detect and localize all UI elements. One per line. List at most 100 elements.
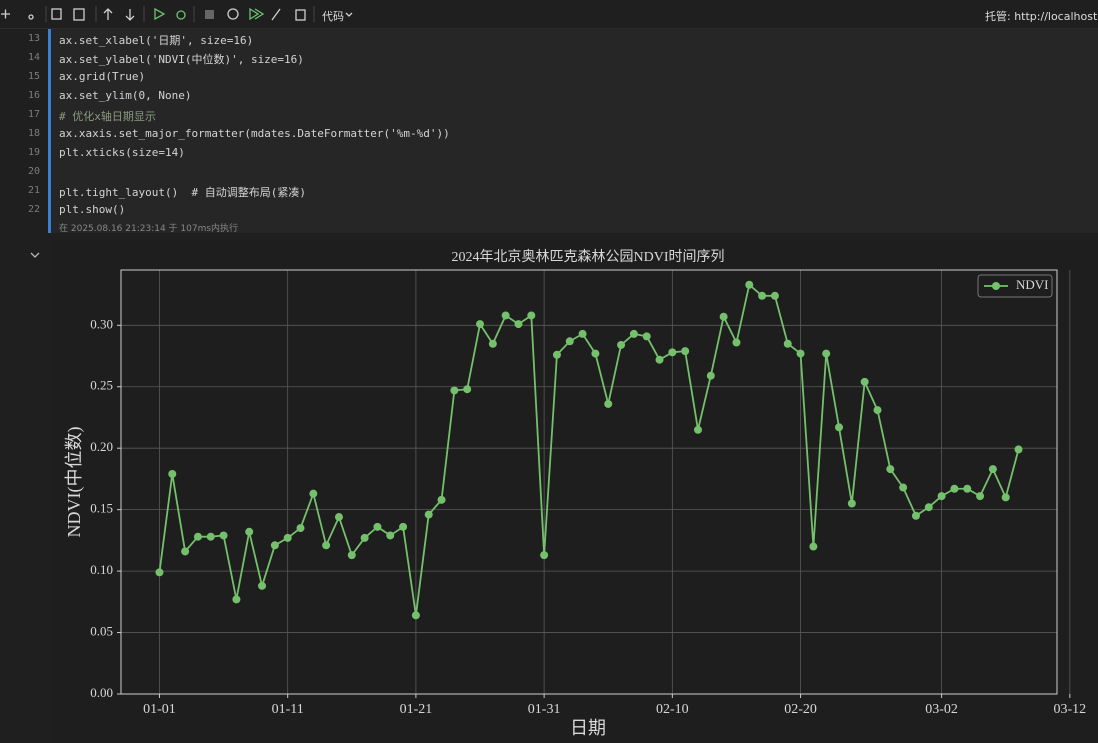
data-point bbox=[911, 511, 920, 520]
x-tick-label: 03-12 bbox=[1053, 702, 1086, 717]
line-number: 19 bbox=[27, 147, 40, 158]
data-point bbox=[1001, 493, 1010, 502]
dropdown-chevron[interactable] bbox=[345, 12, 353, 17]
clear-icon[interactable] bbox=[271, 8, 281, 21]
code-cell[interactable]: 在 2025.08.16 21:23:14 于 107ms内执行 ax.set_… bbox=[48, 29, 1098, 234]
data-point bbox=[437, 495, 446, 504]
data-point bbox=[373, 522, 382, 531]
kernel-menu[interactable]: 代码 bbox=[322, 10, 344, 23]
data-point bbox=[245, 527, 254, 536]
y-tick-label: 0.00 bbox=[90, 685, 113, 700]
data-point bbox=[270, 541, 279, 550]
data-point bbox=[206, 532, 215, 541]
data-point bbox=[168, 470, 177, 479]
delete-icon[interactable] bbox=[295, 9, 306, 21]
line-number: 13 bbox=[27, 33, 40, 44]
data-point bbox=[899, 483, 908, 492]
x-tick-label: 03-02 bbox=[925, 702, 958, 717]
data-point bbox=[334, 513, 343, 522]
line-number: 22 bbox=[27, 204, 40, 215]
add-icon[interactable] bbox=[1, 9, 10, 19]
y-tick-label: 0.15 bbox=[90, 501, 113, 516]
line-number: 17 bbox=[27, 109, 40, 120]
data-point bbox=[360, 533, 369, 542]
data-point bbox=[847, 499, 856, 508]
chart: 2024年北京奥林匹克森林公园NDVI时间序列 日期 NDVI(中位数) 0.0… bbox=[50, 240, 1098, 743]
data-point bbox=[758, 291, 767, 300]
move-down-icon[interactable] bbox=[125, 9, 135, 21]
data-point bbox=[424, 510, 433, 519]
data-point bbox=[783, 339, 792, 348]
stop-icon[interactable] bbox=[205, 10, 214, 19]
data-point bbox=[219, 531, 228, 540]
code-line: ax.set_xlabel('日期', size=16) bbox=[59, 34, 254, 47]
line-gutter: 13 14 15 16 17 18 19 20 21 22 bbox=[0, 29, 46, 233]
data-point bbox=[296, 524, 305, 533]
restart-icon[interactable] bbox=[227, 8, 239, 20]
data-point bbox=[719, 312, 728, 321]
y-tick-label: 0.05 bbox=[90, 624, 113, 639]
data-point bbox=[835, 423, 844, 432]
data-point bbox=[886, 465, 895, 474]
data-point bbox=[463, 385, 472, 394]
code-line: ax.set_ylabel('NDVI(中位数)', size=16) bbox=[59, 53, 304, 66]
paste-icon[interactable] bbox=[73, 8, 85, 21]
data-point bbox=[347, 551, 356, 560]
line-number: 21 bbox=[27, 185, 40, 196]
series-line bbox=[158, 283, 1020, 616]
run-icon[interactable] bbox=[154, 7, 166, 21]
data-point bbox=[552, 350, 561, 359]
data-point bbox=[283, 533, 292, 542]
data-point bbox=[745, 280, 754, 289]
legend-marker bbox=[992, 282, 1000, 290]
cut-icon[interactable] bbox=[28, 14, 34, 20]
data-point bbox=[642, 332, 651, 341]
data-point bbox=[732, 338, 741, 347]
data-point bbox=[950, 484, 959, 493]
data-point bbox=[540, 551, 549, 560]
x-tick-label: 02-20 bbox=[784, 702, 817, 717]
chart-background bbox=[50, 240, 1098, 743]
data-point bbox=[565, 337, 574, 346]
data-point bbox=[476, 320, 485, 329]
execution-info: 在 2025.08.16 21:23:14 于 107ms内执行 bbox=[59, 224, 239, 234]
data-point bbox=[860, 377, 869, 386]
data-point bbox=[681, 347, 690, 356]
data-point bbox=[770, 291, 779, 300]
move-up-icon[interactable] bbox=[103, 8, 113, 20]
run-all-icon[interactable] bbox=[249, 7, 265, 21]
debug-icon[interactable] bbox=[176, 10, 186, 20]
y-tick-label: 0.10 bbox=[90, 562, 113, 577]
data-point bbox=[527, 311, 536, 320]
data-point bbox=[822, 349, 831, 358]
toolbar-icons bbox=[1, 6, 353, 22]
data-point bbox=[322, 541, 331, 550]
line-number: 14 bbox=[27, 52, 40, 63]
line-number: 18 bbox=[27, 128, 40, 139]
data-point bbox=[976, 492, 985, 501]
data-point bbox=[514, 320, 523, 329]
data-point bbox=[488, 339, 497, 348]
data-point bbox=[924, 503, 933, 512]
collapse-output[interactable] bbox=[28, 250, 42, 260]
data-point bbox=[604, 399, 613, 408]
copy-icon[interactable] bbox=[51, 8, 62, 20]
code-line: plt.xticks(size=14) bbox=[59, 146, 185, 159]
x-tick-label: 01-11 bbox=[272, 702, 304, 717]
data-point bbox=[155, 568, 164, 577]
x-tick-label: 01-31 bbox=[528, 702, 561, 717]
data-point bbox=[181, 547, 190, 556]
x-tick-label: 01-21 bbox=[400, 702, 433, 717]
data-point bbox=[963, 484, 972, 493]
chart-title: 2024年北京奥林匹克森林公园NDVI时间序列 bbox=[452, 248, 725, 265]
x-tick-label: 02-10 bbox=[656, 702, 689, 717]
line-number: 15 bbox=[27, 71, 40, 82]
data-point bbox=[693, 425, 702, 434]
x-tick-label: 01-01 bbox=[143, 702, 176, 717]
line-number: 20 bbox=[27, 166, 40, 177]
line-number: 16 bbox=[27, 90, 40, 101]
y-tick-label: 0.20 bbox=[90, 439, 113, 454]
code-line: plt.tight_layout() # 自动调整布局(紧凑) bbox=[59, 186, 306, 199]
data-point bbox=[386, 531, 395, 540]
